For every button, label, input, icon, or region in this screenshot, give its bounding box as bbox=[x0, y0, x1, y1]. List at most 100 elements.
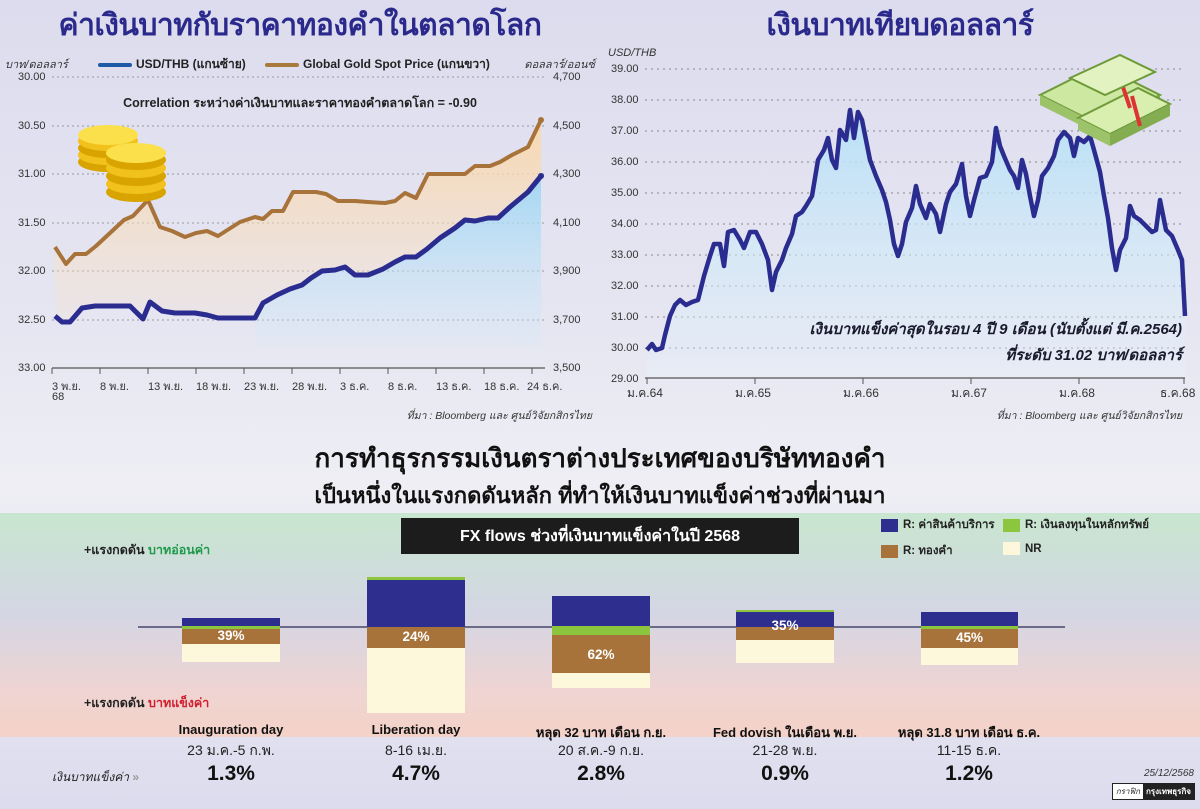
gold-share-label: 39% bbox=[217, 628, 245, 643]
legend-label: USD/THB (แกนซ้าย) bbox=[136, 57, 246, 71]
gold-share-label: 45% bbox=[955, 630, 984, 645]
fx-bar-inauguration: 39% bbox=[182, 618, 280, 662]
y-tick: 4,500 bbox=[553, 120, 581, 132]
legend-goods-services: R: ค่าสินค้าบริการ bbox=[881, 516, 995, 534]
y-tick: 4,700 bbox=[553, 71, 581, 83]
legend-swatch-gold bbox=[265, 62, 299, 67]
right-chart-annotation-1: เงินบาทแข็งค่าสุดในรอบ 4 ปี 9 เดือน (นับ… bbox=[809, 321, 1182, 338]
usdthb-history-line bbox=[645, 107, 1188, 353]
money-stack-icon bbox=[1037, 53, 1173, 146]
legend-gold: Global Gold Spot Price (แกนขวา) bbox=[265, 55, 490, 74]
pressure-weak-emph: บาทอ่อนค่า bbox=[148, 543, 211, 557]
legend-swatch-blue bbox=[98, 62, 132, 67]
legend-securities: R: เงินลงทุนในหลักทรัพย์ bbox=[1003, 516, 1149, 534]
right-chart-annotation-2: ที่ระดับ 31.02 บาท/ดอลลาร์ bbox=[1005, 347, 1182, 364]
y-tick: 32.00 bbox=[611, 280, 639, 292]
gold-share-label: 24% bbox=[402, 629, 430, 644]
legend-nr: NR bbox=[1003, 542, 1042, 555]
fx-bar-fed-dovish: 35% bbox=[736, 610, 834, 663]
y-tick: 32.00 bbox=[18, 265, 46, 277]
x-tick: ม.ค.64 bbox=[627, 386, 663, 400]
y-tick: 32.50 bbox=[18, 314, 46, 326]
y-tick: 4,100 bbox=[553, 217, 581, 229]
publish-date: 25/12/2568 bbox=[1143, 768, 1194, 779]
row-label-text: เงินบาทแข็งค่า bbox=[52, 770, 129, 784]
fx-bar-break-31-8: 45% bbox=[921, 612, 1018, 665]
pressure-prefix: +แรงกดดัน bbox=[84, 543, 145, 557]
badge-right: กรุงเทพธุรกิจ bbox=[1142, 784, 1194, 799]
badge-left: กราฟิก bbox=[1112, 784, 1143, 799]
baht-appreciation-value: 1.2% bbox=[945, 762, 993, 785]
gold-share-label: 35% bbox=[771, 618, 799, 633]
right-chart-plot bbox=[645, 53, 1188, 384]
x-tick: 23 พ.ย. bbox=[244, 381, 280, 393]
gold-share-label: 62% bbox=[587, 647, 615, 662]
y-tick: 35.00 bbox=[611, 187, 639, 199]
y-tick: 4,300 bbox=[553, 168, 581, 180]
y-tick: 3,700 bbox=[553, 314, 581, 326]
event-name: หลุด 31.8 บาท เดือน ธ.ค. bbox=[897, 725, 1041, 740]
y-tick: 39.00 bbox=[611, 63, 639, 75]
fx-flows-title: FX flows ช่วงที่เงินบาทแข็งค่าในปี 2568 bbox=[401, 518, 799, 554]
pressure-strong-emph: บาทแข็งค่า bbox=[148, 696, 210, 710]
y-tick: 31.00 bbox=[611, 311, 639, 323]
legend-swatch bbox=[881, 544, 898, 558]
x-tick: 18 พ.ย. bbox=[196, 381, 232, 393]
left-chart-plot bbox=[51, 76, 545, 374]
legend-swatch bbox=[1003, 542, 1020, 555]
event-date: 20 ส.ค.-9 ก.ย. bbox=[558, 742, 644, 758]
legend-swatch bbox=[1003, 518, 1020, 532]
x-tick: ม.ค.66 bbox=[843, 386, 879, 400]
gold-price-line bbox=[53, 119, 543, 266]
y-tick: 31.50 bbox=[18, 217, 46, 229]
legend-swatch bbox=[881, 518, 898, 532]
gold-coins-icon bbox=[78, 125, 166, 202]
x-year-label: 68 bbox=[52, 391, 65, 403]
event-name: หลุด 32 บาท เดือน ก.ย. bbox=[535, 725, 667, 740]
y-tick: 33.00 bbox=[611, 249, 639, 261]
x-tick: 28 พ.ย. bbox=[292, 381, 328, 393]
y-tick: 30.50 bbox=[18, 120, 46, 132]
y-tick: 29.00 bbox=[611, 373, 639, 385]
section-heading-line1: การทำธุรกรรมเงินตราต่างประเทศของบริษัททอ… bbox=[314, 443, 886, 473]
y-tick: 3,900 bbox=[553, 265, 581, 277]
y-tick: 37.00 bbox=[611, 125, 639, 137]
right-chart-source: ที่มา : Bloomberg และ ศูนย์วิจัยกสิกรไทย bbox=[996, 410, 1182, 422]
x-tick: ธ.ค.68 bbox=[1160, 386, 1196, 400]
x-tick: 3 พ.ย. bbox=[52, 381, 81, 393]
y-tick: 31.00 bbox=[18, 168, 46, 180]
legend-label: NR bbox=[1025, 542, 1042, 555]
event-date: 11-15 ธ.ค. bbox=[936, 742, 1002, 758]
weak-baht-pressure-label: +แรงกดดัน บาทอ่อนค่า bbox=[84, 540, 210, 560]
x-tick: 8 พ.ย. bbox=[100, 381, 129, 393]
event-name: Fed dovish ในเดือน พ.ย. bbox=[712, 725, 858, 740]
legend-label: R: ค่าสินค้าบริการ bbox=[903, 519, 995, 531]
event-date: 23 ม.ค.-5 ก.พ. bbox=[187, 742, 275, 758]
x-tick: ม.ค.68 bbox=[1059, 386, 1095, 400]
double-chevron-right-icon: » bbox=[132, 770, 140, 784]
x-tick: 13 ธ.ค. bbox=[436, 381, 472, 393]
y-tick: 38.00 bbox=[611, 94, 639, 106]
event-date: 8-16 เม.ย. bbox=[385, 742, 447, 758]
right-axis-unit: ดอลลาร์/ออนซ์ bbox=[524, 59, 595, 71]
baht-appreciation-value: 0.9% bbox=[761, 762, 809, 785]
left-chart-source: ที่มา : Bloomberg และ ศูนย์วิจัยกสิกรไทย bbox=[406, 410, 592, 422]
section-heading-line2: เป็นหนึ่งในแรงกดดันหลัก ที่ทำให้เงินบาทแ… bbox=[314, 483, 886, 508]
y-tick: 30.00 bbox=[18, 71, 46, 83]
pressure-prefix: +แรงกดดัน bbox=[84, 696, 145, 710]
event-name: Liberation day bbox=[371, 722, 461, 737]
publisher-badge: กราฟิก กรุงเทพธุรกิจ bbox=[1111, 783, 1195, 800]
x-tick: 24 ธ.ค. bbox=[527, 381, 563, 393]
x-tick: 3 ธ.ค. bbox=[340, 381, 370, 393]
x-tick: 13 พ.ย. bbox=[148, 381, 184, 393]
event-date: 21-28 พ.ย. bbox=[752, 742, 818, 758]
legend-gold: R: ทองคำ bbox=[881, 542, 953, 560]
fx-bar-liberation: 24% bbox=[367, 577, 465, 713]
usdthb-line bbox=[53, 174, 543, 325]
y-tick: 3,500 bbox=[553, 362, 581, 374]
baht-appreciation-row-label: เงินบาทแข็งค่า » bbox=[52, 768, 139, 787]
x-tick: 18 ธ.ค. bbox=[484, 381, 520, 393]
correlation-note: Correlation ระหว่างค่าเงินบาทและราคาทองค… bbox=[123, 96, 477, 110]
event-name: Inauguration day bbox=[178, 722, 284, 737]
y-tick: 33.00 bbox=[18, 362, 46, 374]
